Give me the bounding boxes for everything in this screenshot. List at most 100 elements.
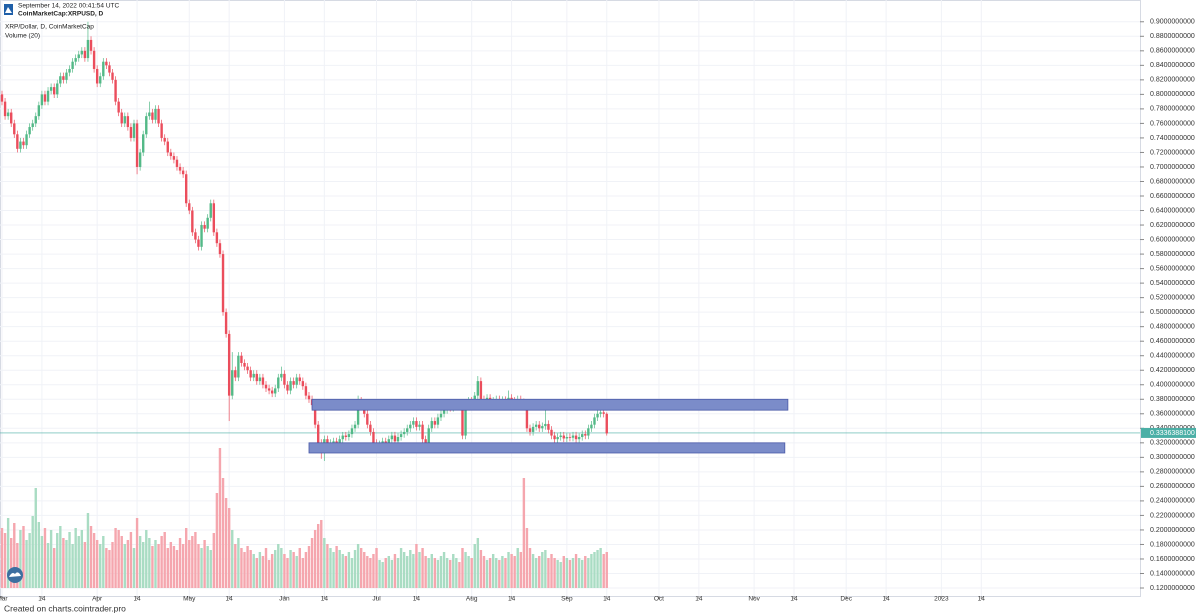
y-tick-label: 0.3000000000: [1150, 454, 1195, 461]
candle-body: [49, 87, 53, 91]
candle-body: [384, 441, 387, 443]
candle-body: [6, 112, 10, 117]
volume-bar: [105, 548, 108, 588]
volume-bar: [482, 556, 486, 588]
candle-body: [421, 424, 424, 440]
candle-body: [184, 174, 188, 204]
candle-body: [332, 441, 335, 443]
candle-body: [237, 355, 240, 378]
last-price-label: 0.3336388100: [1150, 430, 1195, 437]
y-tick-label: 0.8400000000: [1150, 62, 1195, 69]
candle-body: [344, 435, 348, 438]
volume-bar: [427, 558, 430, 588]
volume-bar: [258, 552, 262, 588]
volume-bar: [16, 543, 19, 588]
y-tick-label: 0.8200000000: [1150, 77, 1195, 84]
chart-title: XRP/Dollar, D, CoinMarketCap: [5, 24, 94, 31]
volume-bar: [313, 530, 317, 588]
candle-body: [396, 437, 400, 442]
volume-bar: [59, 526, 62, 588]
volume-bar: [424, 556, 427, 588]
volume-bar: [117, 530, 120, 588]
x-tick-label: Nov: [748, 596, 760, 603]
candle-body: [194, 232, 197, 240]
volume-layer: [0, 448, 608, 588]
candle-body: [415, 421, 418, 427]
candle-body: [65, 72, 68, 80]
volume-bar: [181, 544, 185, 588]
volume-bar: [491, 554, 495, 588]
volume-bar: [65, 540, 68, 588]
volume-bar: [587, 558, 590, 588]
candle-body: [234, 370, 237, 378]
volume-bar: [547, 558, 550, 588]
candle-body: [596, 413, 599, 418]
y-tick-label: 0.7000000000: [1150, 164, 1195, 171]
y-tick-label: 0.6400000000: [1150, 207, 1195, 214]
volume-bar: [369, 558, 372, 588]
candle-body: [172, 156, 176, 160]
volume-bar: [83, 542, 87, 588]
y-tick-label: 0.7400000000: [1150, 135, 1195, 142]
x-tick-label: 14: [603, 596, 611, 603]
volume-bar: [56, 533, 59, 588]
logo: [4, 4, 13, 15]
volume-bar: [301, 558, 305, 588]
volume-bar: [323, 538, 326, 588]
candle-body: [568, 437, 572, 438]
volume-bar: [326, 544, 329, 588]
candle-body: [406, 428, 409, 432]
volume-bar: [335, 546, 338, 588]
candle-body: [0, 94, 4, 102]
volume-bar: [341, 554, 344, 588]
candle-body: [356, 400, 360, 425]
candle-body: [286, 384, 289, 391]
axes-layer: 0.1200000000 0.1400000000 0.1600000000 0.18…: [0, 19, 1196, 603]
volume-bar: [224, 498, 228, 588]
volume-bar: [516, 548, 519, 588]
candle-body: [534, 424, 538, 427]
volume-bar: [240, 548, 243, 588]
volume-bar: [316, 524, 320, 588]
volume-bar: [274, 550, 277, 588]
candle-body: [292, 381, 295, 385]
volume-bar: [277, 544, 280, 588]
volume-bar: [452, 554, 455, 588]
candle-body: [538, 424, 541, 429]
volume-bar: [289, 550, 292, 588]
y-tick-label: 0.7200000000: [1150, 149, 1195, 156]
volume-bar: [249, 550, 252, 588]
volume-bar: [62, 538, 65, 588]
volume-bar: [504, 558, 507, 588]
candle-body: [95, 68, 99, 84]
candle-body: [43, 94, 47, 102]
volume-bar: [476, 538, 480, 588]
candle-body: [160, 123, 163, 138]
volume-bar: [163, 532, 166, 588]
volume-bar: [148, 538, 151, 588]
volume-bar: [510, 554, 513, 588]
volume-bar: [470, 558, 473, 588]
volume-bar: [261, 556, 265, 588]
y-tick-label: 0.1200000000: [1150, 585, 1195, 592]
candle-body: [3, 101, 7, 117]
candle-body: [191, 210, 194, 233]
y-tick-label: 0.5400000000: [1150, 280, 1195, 287]
volume-bar: [307, 546, 311, 588]
candle-body: [142, 134, 145, 153]
candle-body: [366, 413, 369, 425]
volume-bar: [52, 548, 56, 588]
volume-bar: [347, 552, 351, 588]
volume-bar: [157, 544, 160, 588]
candle-body: [427, 428, 430, 443]
volume-bar: [209, 550, 212, 588]
x-tick-label: 14: [38, 596, 46, 603]
volume-bar: [138, 536, 142, 588]
candle-body: [206, 217, 209, 229]
x-tick-label: 14: [133, 596, 141, 603]
candle-body: [430, 421, 433, 429]
x-tick-label: Apr: [92, 596, 103, 603]
x-tick-label: Sep: [561, 596, 573, 603]
candle-body: [442, 410, 446, 414]
candle-body: [111, 72, 114, 80]
